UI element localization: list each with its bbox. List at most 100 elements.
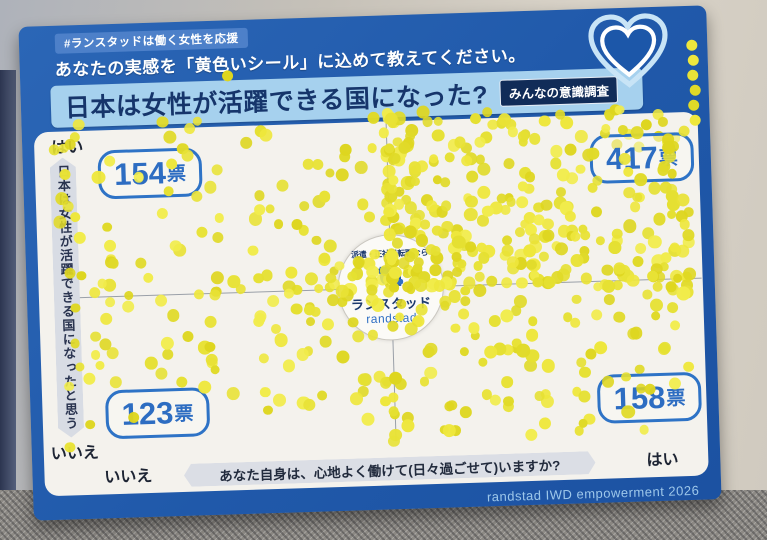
sticker-dot bbox=[162, 348, 174, 360]
sticker-dot bbox=[592, 281, 603, 292]
sticker-dot bbox=[415, 160, 429, 173]
sticker-dot bbox=[510, 304, 522, 316]
sticker-dot bbox=[639, 424, 650, 435]
sticker-dot bbox=[608, 241, 622, 255]
sticker-dot bbox=[389, 153, 401, 164]
sticker-dot bbox=[296, 348, 309, 361]
x-axis-left-label: いいえ bbox=[104, 467, 153, 487]
sticker-dot bbox=[613, 264, 626, 277]
sticker-dot bbox=[326, 293, 340, 307]
sticker-dot bbox=[660, 251, 672, 264]
sticker-dot bbox=[549, 144, 563, 158]
sticker-dot bbox=[518, 181, 528, 192]
sticker-dot bbox=[539, 251, 550, 262]
sticker-dot bbox=[260, 269, 273, 282]
sticker-dot bbox=[642, 227, 655, 240]
sticker-dot bbox=[533, 202, 545, 213]
sticker-dot bbox=[462, 276, 476, 290]
vote-count-bottom-left: 123 票 bbox=[104, 387, 211, 440]
sticker-dot bbox=[523, 244, 537, 258]
sticker-dot bbox=[404, 201, 418, 215]
sticker-dot bbox=[378, 127, 390, 139]
sticker-dot bbox=[526, 258, 541, 272]
logo-tagline: 派遣・正社員転職なら bbox=[351, 248, 429, 260]
sticker-dot bbox=[239, 137, 253, 150]
sticker-dot bbox=[473, 261, 484, 271]
logo-brand-en: randstad bbox=[366, 310, 418, 327]
sticker-dot bbox=[533, 214, 545, 226]
sticker-dot bbox=[381, 376, 392, 387]
sticker-dot bbox=[184, 123, 196, 135]
sticker-dot bbox=[523, 211, 536, 224]
sticker-dot bbox=[647, 270, 660, 283]
sticker-dot bbox=[660, 262, 670, 272]
sticker-dot bbox=[394, 377, 407, 391]
sticker-dot bbox=[441, 220, 454, 233]
sticker-dot bbox=[303, 304, 316, 316]
sticker-dot bbox=[540, 199, 553, 212]
sticker-dot bbox=[380, 214, 392, 226]
sticker-dot bbox=[489, 201, 504, 216]
sticker-dot bbox=[258, 353, 270, 364]
sticker-dot bbox=[650, 311, 661, 321]
sticker-dot bbox=[388, 435, 400, 448]
sticker-dot bbox=[392, 137, 403, 147]
sticker-dot bbox=[310, 306, 321, 317]
sticker-dot bbox=[298, 224, 309, 236]
sticker-dot bbox=[475, 272, 485, 282]
sticker-dot bbox=[254, 310, 267, 323]
sticker-dot bbox=[611, 228, 623, 240]
sticker-dot bbox=[433, 116, 444, 127]
sticker-dot bbox=[358, 373, 372, 386]
sticker-dot bbox=[525, 223, 537, 235]
sticker-dot bbox=[270, 323, 282, 334]
sticker-dot bbox=[380, 197, 393, 210]
sticker-dot bbox=[665, 183, 678, 195]
sticker-dot bbox=[447, 241, 462, 256]
sticker-dot bbox=[519, 137, 529, 148]
sticker-dot bbox=[400, 139, 414, 153]
sticker-dot bbox=[265, 203, 275, 214]
sticker-dot bbox=[530, 270, 541, 281]
sticker-dot bbox=[442, 270, 454, 281]
sticker-dot bbox=[675, 193, 690, 207]
sticker-dot bbox=[302, 158, 314, 170]
sticker-dot bbox=[144, 356, 158, 370]
sticker-dot bbox=[580, 230, 591, 241]
x-axis-question: あなた自身は、心地よく働けて(日々過ごせて)いますか? bbox=[219, 457, 561, 484]
sticker-dot bbox=[488, 315, 502, 328]
sticker-dot bbox=[499, 250, 511, 262]
sticker-dot bbox=[570, 317, 581, 328]
sticker-dot bbox=[458, 229, 472, 243]
sticker-dot bbox=[252, 315, 265, 328]
sticker-dot bbox=[428, 204, 443, 218]
sticker-dot bbox=[579, 245, 590, 257]
sticker-dot bbox=[570, 231, 581, 242]
sticker-dot bbox=[517, 130, 529, 142]
sticker-dot bbox=[404, 131, 416, 142]
y-axis-ribbon: 日本は女性が活躍できる国になったと思う bbox=[50, 157, 85, 438]
sticker-dot bbox=[576, 357, 587, 368]
sticker-dot bbox=[528, 316, 538, 326]
sticker-dot bbox=[511, 337, 522, 349]
heart-icon bbox=[588, 13, 668, 88]
sticker-dot bbox=[456, 238, 467, 249]
sticker-dot bbox=[211, 164, 224, 176]
sticker-dot bbox=[511, 343, 522, 354]
sticker-dot bbox=[339, 151, 351, 163]
sticker-dot bbox=[557, 267, 571, 282]
sticker-dot bbox=[169, 240, 182, 252]
sticker-dot bbox=[654, 271, 666, 283]
sticker-dot bbox=[446, 399, 458, 411]
sticker-dot bbox=[458, 238, 471, 252]
sticker-dot bbox=[109, 376, 122, 389]
sticker-dot bbox=[311, 235, 322, 246]
sticker-dot bbox=[479, 131, 492, 144]
sticker-dot bbox=[106, 253, 116, 264]
sticker-dot bbox=[90, 350, 101, 360]
sticker-dot bbox=[577, 224, 588, 234]
sticker-dot bbox=[465, 194, 478, 208]
sticker-dot bbox=[105, 346, 119, 360]
sticker-dot bbox=[382, 178, 396, 191]
sticker-dot bbox=[387, 153, 400, 166]
